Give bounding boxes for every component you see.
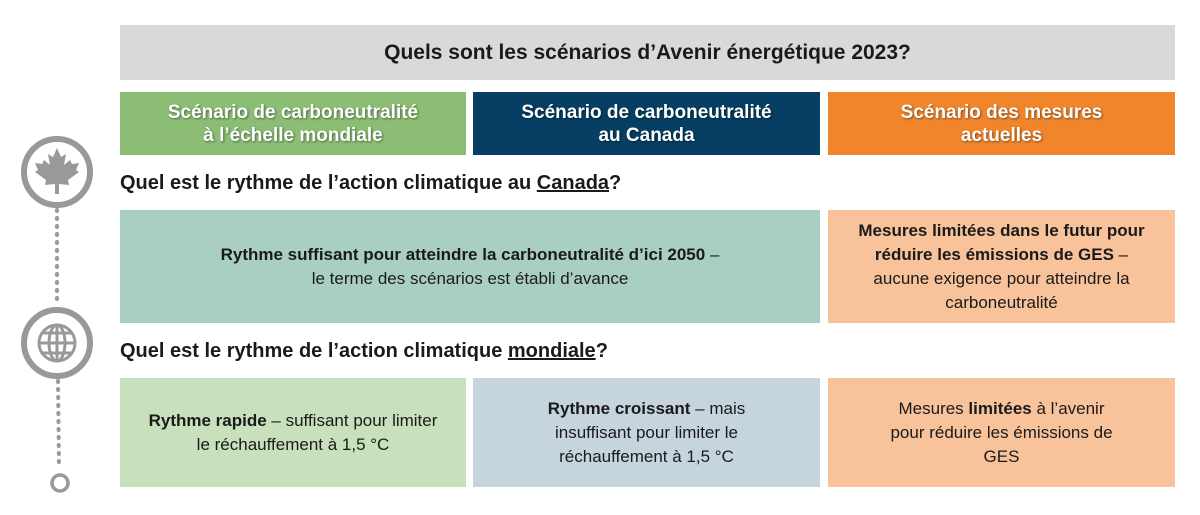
bold-text: Rythme suffisant pour atteindre la carbo… (220, 244, 706, 264)
bold-text: limitées (968, 398, 1032, 418)
text: – aucune exigence pour atteindre la carb… (873, 244, 1130, 312)
header-line: Scénario des mesures (900, 101, 1103, 123)
scenario-cell: Rythme croissant – mais insuffisant pour… (473, 378, 820, 487)
cell-text: Rythme suffisant pour atteindre la carbo… (220, 243, 720, 291)
dotted-connector (56, 379, 61, 470)
globe-icon (37, 323, 77, 363)
question: Quel est le rythme de l’action climatiqu… (120, 340, 608, 362)
scenario-header: Scénario de carboneutralité à l’échelle m… (120, 92, 466, 155)
cell-text: Rythme rapide – suffisant pour limiter l… (148, 409, 438, 457)
text: – mais insuffisant pour limiter le récha… (555, 398, 746, 466)
cell-text: Rythme croissant – mais insuffisant pour… (534, 397, 759, 469)
text: à l’avenir pour réduire les émissions de… (890, 398, 1113, 466)
bold-text: Rythme croissant (547, 398, 691, 418)
cell-text: Mesures limitées à l’avenir pour réduire… (882, 397, 1122, 469)
bold-text: Mesures limitées dans le futur pour rédu… (858, 220, 1145, 264)
scenario-cell: Mesures limitées à l’avenir pour réduire… (828, 378, 1175, 487)
timeline-icons (21, 136, 93, 493)
scenario-cell: Mesures limitées dans le futur pour rédu… (828, 210, 1175, 323)
header-line: au Canada (598, 124, 695, 146)
header-line: à l’échelle mondiale (203, 124, 383, 146)
text: – suffisant pour limiter le réchauffemen… (196, 410, 438, 454)
header-line: Scénario de carboneutralité (167, 101, 419, 123)
scenario-cell: Rythme suffisant pour atteindre la carbo… (120, 210, 820, 323)
maple-leaf-icon (35, 148, 79, 194)
scenario-header: Scénario des mesures actuelles (828, 92, 1175, 155)
timeline-end (50, 473, 70, 493)
scenario-header: Scénario de carboneutralité au Canada (473, 92, 820, 155)
title: Quels sont les scénarios d’Avenir énergé… (120, 25, 1175, 80)
header-line: actuelles (960, 124, 1043, 146)
bold-text: Rythme rapide (148, 410, 267, 430)
cell-text: Mesures limitées dans le futur pour rédu… (849, 219, 1154, 315)
text: Mesures (898, 398, 969, 418)
text: – le terme des scénarios est établi d’av… (311, 244, 720, 288)
question: Quel est le rythme de l’action climatiqu… (120, 172, 622, 194)
header-line: Scénario de carboneutralité (521, 101, 772, 123)
scenario-cell: Rythme rapide – suffisant pour limiter l… (120, 378, 466, 487)
